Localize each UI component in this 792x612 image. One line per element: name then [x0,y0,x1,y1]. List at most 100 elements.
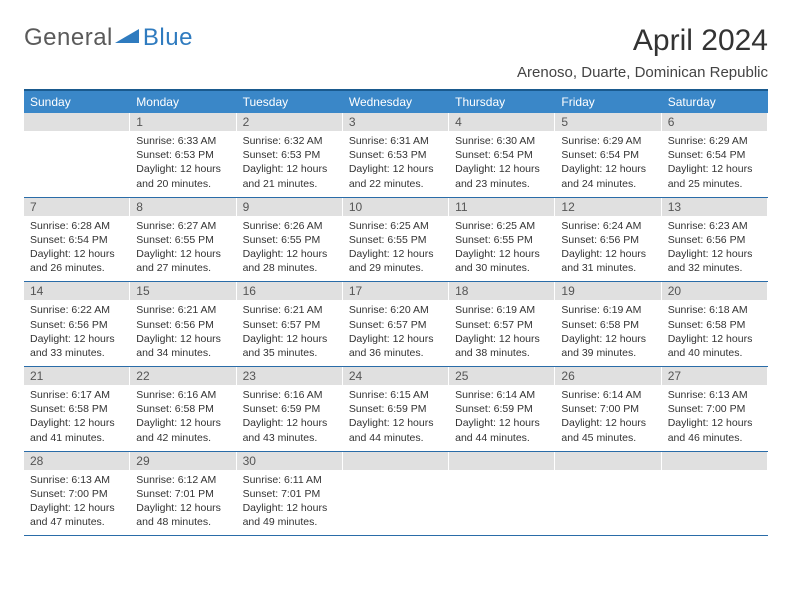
sunrise-line: Sunrise: 6:32 AM [243,134,337,148]
day-cell: 18Sunrise: 6:19 AMSunset: 6:57 PMDayligh… [449,282,555,366]
day-cell: 12Sunrise: 6:24 AMSunset: 6:56 PMDayligh… [555,198,661,282]
sunrise-line: Sunrise: 6:25 AM [349,219,443,233]
day-header-sun: Sunday [24,91,130,113]
calendar: Sunday Monday Tuesday Wednesday Thursday… [24,89,768,536]
day-cell: 8 Sunrise: 6:27 AMSunset: 6:55 PMDaylight… [130,198,236,282]
daylight-line: Daylight: 12 hours and 27 minutes. [136,247,230,275]
day-number [24,113,130,131]
day-content: Sunrise: 6:18 AMSunset: 6:58 PMDaylight:… [662,300,768,366]
daylight-line: Daylight: 12 hours and 46 minutes. [668,416,762,444]
day-cell: 17Sunrise: 6:20 AMSunset: 6:57 PMDayligh… [343,282,449,366]
day-content: Sunrise: 6:29 AMSunset: 6:54 PMDaylight:… [662,131,768,197]
day-cell: 9Sunrise: 6:26 AMSunset: 6:55 PMDaylight… [237,198,343,282]
day-content [662,470,768,479]
day-cell: 26Sunrise: 6:14 AMSunset: 7:00 PMDayligh… [555,367,661,451]
sunrise-line: Sunrise: 6:29 AM [561,134,655,148]
day-number: 23 [237,367,343,385]
sunrise-line: Sunrise: 6:11 AM [243,473,337,487]
day-content: Sunrise: 6:32 AMSunset: 6:53 PMDaylight:… [237,131,343,197]
day-number: 1 [130,113,236,131]
sunset-line: Sunset: 6:55 PM [136,233,230,247]
day-number: 10 [343,198,449,216]
sunset-line: Sunset: 6:56 PM [668,233,762,247]
day-content: Sunrise: 6:26 AMSunset: 6:55 PMDaylight:… [237,216,343,282]
day-number: 26 [555,367,661,385]
sunset-line: Sunset: 6:57 PM [455,318,549,332]
day-number [449,452,555,470]
logo-triangle-icon [115,24,141,52]
location: Arenoso, Duarte, Dominican Republic [517,64,768,81]
day-number: 8 [130,198,236,216]
daylight-line: Daylight: 12 hours and 20 minutes. [136,162,230,190]
day-number: 17 [343,282,449,300]
sunrise-line: Sunrise: 6:25 AM [455,219,549,233]
sunrise-line: Sunrise: 6:13 AM [30,473,124,487]
daylight-line: Daylight: 12 hours and 41 minutes. [30,416,124,444]
day-number [343,452,449,470]
daylight-line: Daylight: 12 hours and 29 minutes. [349,247,443,275]
sunset-line: Sunset: 7:00 PM [668,402,762,416]
sunrise-line: Sunrise: 6:28 AM [30,219,124,233]
sunrise-line: Sunrise: 6:26 AM [243,219,337,233]
sunset-line: Sunset: 6:55 PM [455,233,549,247]
day-content [343,470,449,479]
day-cell [24,113,130,197]
daylight-line: Daylight: 12 hours and 49 minutes. [243,501,337,529]
day-cell [449,452,555,536]
day-content: Sunrise: 6:14 AMSunset: 6:59 PMDaylight:… [449,385,555,451]
daylight-line: Daylight: 12 hours and 47 minutes. [30,501,124,529]
day-number: 12 [555,198,661,216]
day-content: Sunrise: 6:19 AMSunset: 6:57 PMDaylight:… [449,300,555,366]
day-content: Sunrise: 6:20 AMSunset: 6:57 PMDaylight:… [343,300,449,366]
day-content: Sunrise: 6:33 AMSunset: 6:53 PMDaylight:… [130,131,236,197]
day-content: Sunrise: 6:15 AMSunset: 6:59 PMDaylight:… [343,385,449,451]
sunrise-line: Sunrise: 6:19 AM [561,303,655,317]
day-cell: 24Sunrise: 6:15 AMSunset: 6:59 PMDayligh… [343,367,449,451]
day-content [24,131,130,140]
day-number: 16 [237,282,343,300]
sunrise-line: Sunrise: 6:27 AM [136,219,230,233]
sunset-line: Sunset: 6:55 PM [243,233,337,247]
sunset-line: Sunset: 6:53 PM [136,148,230,162]
sunset-line: Sunset: 6:56 PM [561,233,655,247]
day-content: Sunrise: 6:25 AMSunset: 6:55 PMDaylight:… [449,216,555,282]
day-number: 28 [24,452,130,470]
day-number: 19 [555,282,661,300]
daylight-line: Daylight: 12 hours and 43 minutes. [243,416,337,444]
day-cell: 5Sunrise: 6:29 AMSunset: 6:54 PMDaylight… [555,113,661,197]
day-content: Sunrise: 6:30 AMSunset: 6:54 PMDaylight:… [449,131,555,197]
sunset-line: Sunset: 7:00 PM [561,402,655,416]
weeks-container: 1Sunrise: 6:33 AMSunset: 6:53 PMDaylight… [24,113,768,536]
day-cell: 15Sunrise: 6:21 AMSunset: 6:56 PMDayligh… [130,282,236,366]
header: General Blue April 2024 Arenoso, Duarte,… [24,24,768,81]
daylight-line: Daylight: 12 hours and 24 minutes. [561,162,655,190]
sunrise-line: Sunrise: 6:30 AM [455,134,549,148]
day-number: 5 [555,113,661,131]
week-row: 28Sunrise: 6:13 AMSunset: 7:00 PMDayligh… [24,452,768,537]
day-number: 21 [24,367,130,385]
sunrise-line: Sunrise: 6:15 AM [349,388,443,402]
daylight-line: Daylight: 12 hours and 44 minutes. [455,416,549,444]
daylight-line: Daylight: 12 hours and 32 minutes. [668,247,762,275]
sunset-line: Sunset: 6:54 PM [455,148,549,162]
daylight-line: Daylight: 12 hours and 40 minutes. [668,332,762,360]
daylight-line: Daylight: 12 hours and 25 minutes. [668,162,762,190]
sunset-line: Sunset: 6:59 PM [243,402,337,416]
day-cell: 3Sunrise: 6:31 AMSunset: 6:53 PMDaylight… [343,113,449,197]
day-number: 11 [449,198,555,216]
week-row: 14Sunrise: 6:22 AMSunset: 6:56 PMDayligh… [24,282,768,367]
day-cell: 22Sunrise: 6:16 AMSunset: 6:58 PMDayligh… [130,367,236,451]
title-block: April 2024 Arenoso, Duarte, Dominican Re… [517,24,768,81]
daylight-line: Daylight: 12 hours and 35 minutes. [243,332,337,360]
day-number [662,452,768,470]
sunset-line: Sunset: 6:57 PM [243,318,337,332]
day-number: 15 [130,282,236,300]
daylight-line: Daylight: 12 hours and 31 minutes. [561,247,655,275]
daylight-line: Daylight: 12 hours and 30 minutes. [455,247,549,275]
day-cell: 21Sunrise: 6:17 AMSunset: 6:58 PMDayligh… [24,367,130,451]
day-cell: 6Sunrise: 6:29 AMSunset: 6:54 PMDaylight… [662,113,768,197]
sunrise-line: Sunrise: 6:33 AM [136,134,230,148]
day-cell: 30Sunrise: 6:11 AMSunset: 7:01 PMDayligh… [237,452,343,536]
day-cell: 1Sunrise: 6:33 AMSunset: 6:53 PMDaylight… [130,113,236,197]
sunrise-line: Sunrise: 6:14 AM [455,388,549,402]
